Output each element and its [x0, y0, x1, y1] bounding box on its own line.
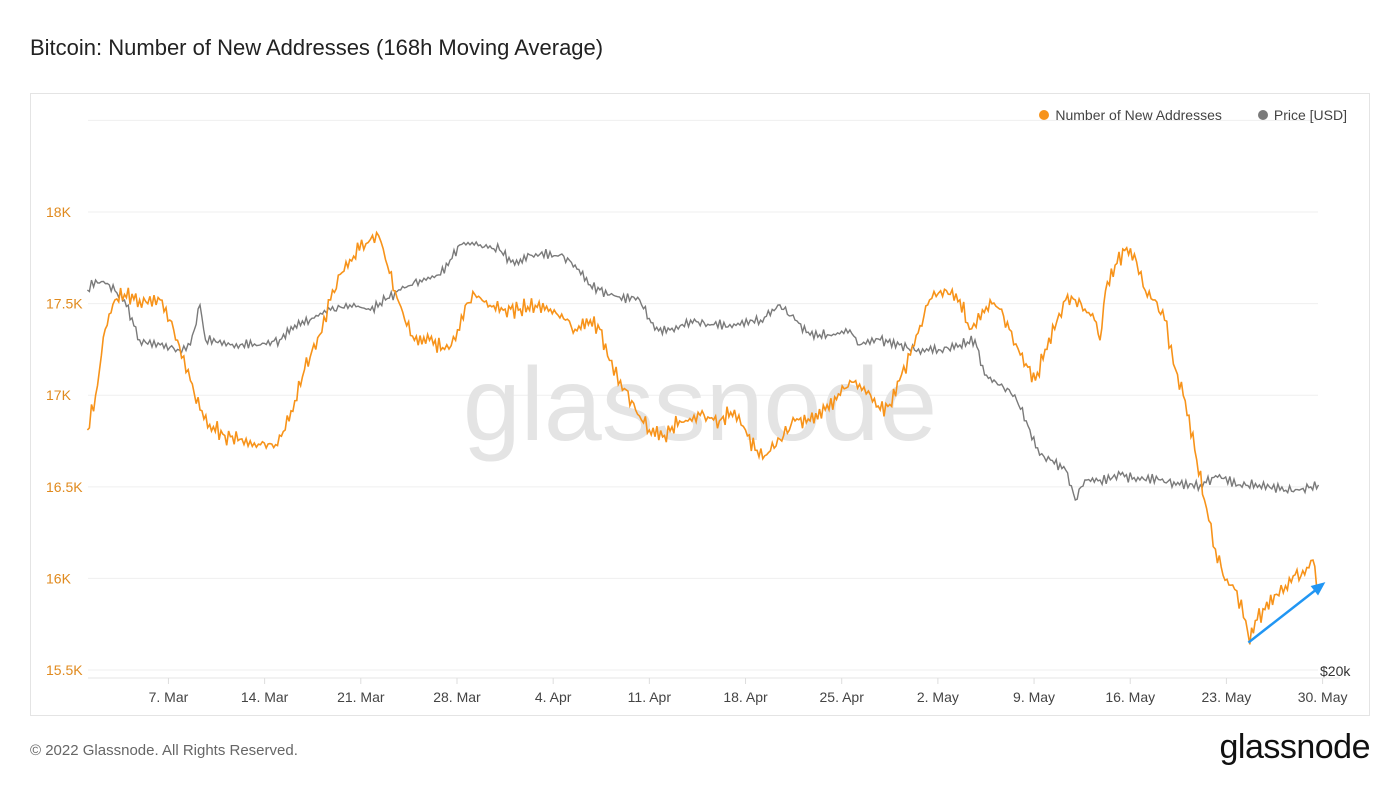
x-tick-label: 25. Apr — [820, 689, 865, 705]
chart-frame — [30, 93, 1370, 716]
y-tick-label: 16.5K — [46, 479, 83, 495]
y-tick-label: 17.5K — [46, 296, 83, 312]
x-tick-label: 16. May — [1105, 689, 1155, 705]
x-tick-label: 30. May — [1298, 689, 1348, 705]
x-tick-label: 28. Mar — [433, 689, 481, 705]
y-tick-label: 18K — [46, 204, 72, 220]
x-tick-label: 14. Mar — [241, 689, 289, 705]
x-tick-label: 23. May — [1202, 689, 1252, 705]
orange-dot-icon — [1039, 110, 1050, 120]
copyright: © 2022 Glassnode. All Rights Reserved. — [30, 742, 298, 759]
gray-dot-icon — [1257, 110, 1268, 120]
legend-item-addresses[interactable]: Number of New Addresses — [1039, 107, 1222, 123]
x-tick-label: 7. Mar — [149, 689, 189, 705]
addresses-series-line — [86, 230, 1320, 645]
legend-item-price[interactable]: Price [USD] — [1257, 107, 1347, 123]
y-right-tick-label: $20k — [1320, 663, 1351, 679]
x-tick-label: 2. May — [917, 689, 959, 705]
x-tick-label: 11. Apr — [628, 689, 672, 705]
x-tick-label: 4. Apr — [535, 689, 572, 705]
page-title: Bitcoin: Number of New Addresses (168h M… — [30, 35, 604, 60]
x-tick-label: 18. Apr — [723, 689, 768, 705]
y-tick-label: 16K — [46, 570, 72, 586]
arrow-head-icon — [1310, 582, 1326, 596]
x-tick-label: 21. Mar — [337, 689, 385, 705]
y-tick-label: 17K — [46, 387, 72, 403]
glassnode-logo[interactable]: glassnode — [1219, 728, 1370, 766]
price-series-line — [86, 240, 1320, 501]
trend-arrow-line — [1247, 586, 1321, 644]
y-tick-label: 15.5K — [46, 662, 83, 678]
legend-label: Number of New Addresses — [1055, 107, 1222, 123]
legend-label: Price [USD] — [1273, 107, 1347, 123]
watermark: glassnode — [463, 347, 937, 463]
x-tick-label: 9. May — [1013, 689, 1055, 705]
legend: Number of New Addresses Price [USD] — [1039, 107, 1347, 123]
